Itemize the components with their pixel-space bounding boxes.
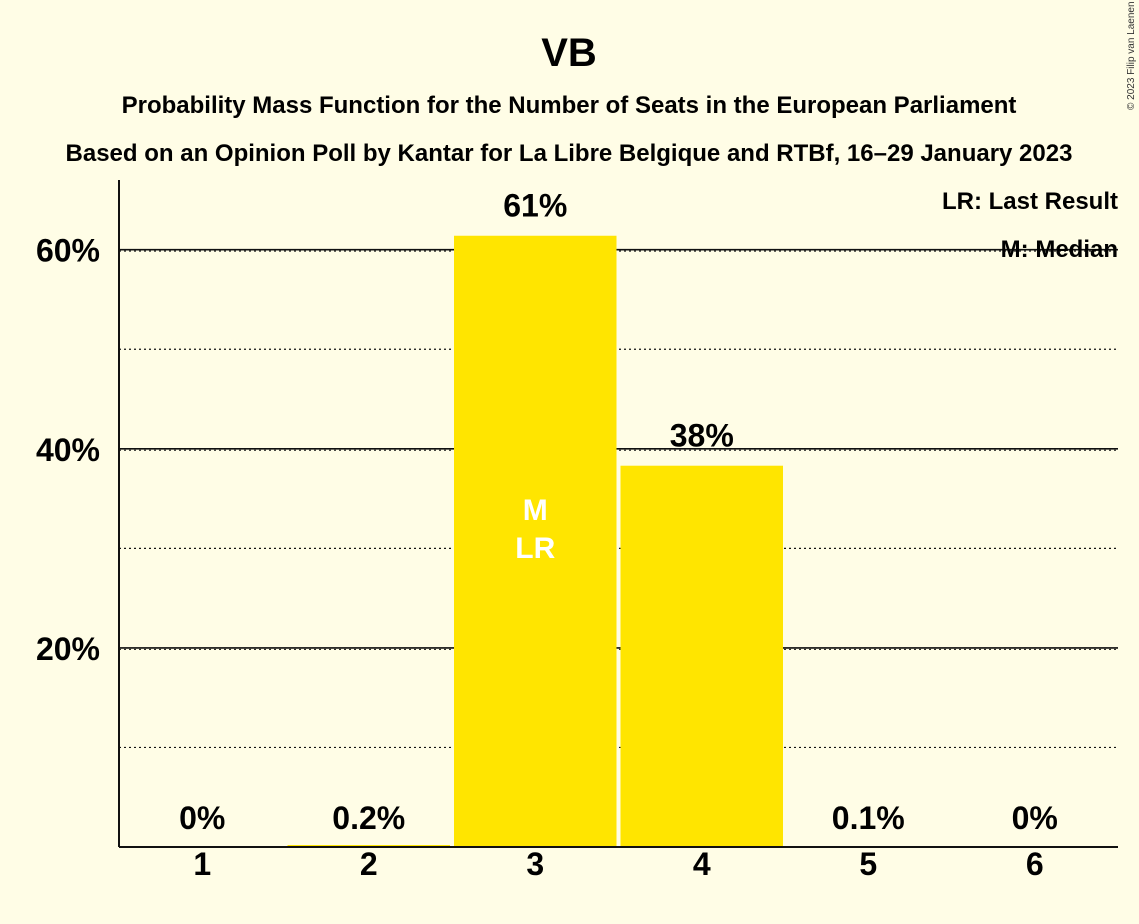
x-tick-label: 5 bbox=[859, 846, 877, 882]
x-tick-label: 1 bbox=[193, 846, 211, 882]
x-tick-label: 3 bbox=[526, 846, 544, 882]
bar-value-label: 61% bbox=[503, 188, 567, 224]
last-result-marker: LR bbox=[515, 532, 555, 565]
bar-value-label: 0% bbox=[1012, 800, 1058, 836]
bar-value-label: 0% bbox=[179, 800, 225, 836]
bar-value-labels: 0% 0.2% 61% M LR 38% 0.1% 0% bbox=[179, 188, 1058, 836]
bar-value-label: 0.2% bbox=[332, 800, 405, 836]
bar-value-label: 38% bbox=[670, 418, 734, 454]
chart-subtitle-line-2: Based on an Opinion Poll by Kantar for L… bbox=[66, 140, 1073, 167]
y-tick-label: 20% bbox=[36, 631, 100, 667]
bar-seats-4 bbox=[620, 465, 783, 847]
x-tick-label: 2 bbox=[360, 846, 378, 882]
y-tick-label: 60% bbox=[36, 233, 100, 269]
legend-median: M: Median bbox=[1001, 236, 1118, 263]
axes: 20% 40% 60% 1 2 3 4 5 6 bbox=[36, 180, 1118, 882]
grid-lines bbox=[119, 248, 1118, 749]
x-tick-label: 4 bbox=[693, 846, 711, 882]
copyright-notice: © 2023 Filip van Laenen bbox=[1126, 1, 1137, 110]
x-tick-label: 6 bbox=[1026, 846, 1044, 882]
bars bbox=[287, 235, 950, 847]
chart-title: VB bbox=[541, 31, 597, 75]
legend-last-result: LR: Last Result bbox=[942, 188, 1118, 215]
bar-value-label: 0.1% bbox=[832, 800, 905, 836]
median-marker: M bbox=[523, 494, 548, 527]
chart-subtitle-line-1: Probability Mass Function for the Number… bbox=[122, 92, 1017, 119]
legend: LR: Last Result M: Median bbox=[942, 188, 1118, 263]
bar-seats-3 bbox=[454, 235, 617, 847]
y-tick-label: 40% bbox=[36, 432, 100, 468]
